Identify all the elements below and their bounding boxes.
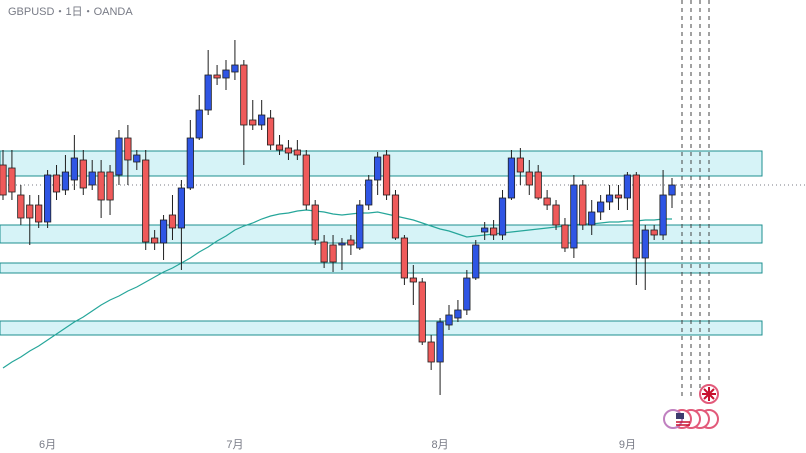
candles xyxy=(0,40,676,395)
candle-body xyxy=(204,74,212,111)
candle-body xyxy=(650,229,658,236)
candle-body xyxy=(213,74,221,79)
candle-body xyxy=(0,164,7,196)
moving-average xyxy=(2,209,672,369)
candle-body xyxy=(195,109,203,139)
candle-body xyxy=(463,277,471,311)
candle-body xyxy=(231,64,239,73)
candle-body xyxy=(552,204,560,226)
candle-body xyxy=(222,69,230,79)
candle-body xyxy=(115,137,123,176)
candle-body xyxy=(26,204,34,219)
candle-body xyxy=(302,154,310,206)
candle-body xyxy=(579,184,587,226)
candle-body xyxy=(436,321,444,363)
x-tick-label: 7月 xyxy=(226,439,243,451)
candle-body xyxy=(409,277,417,283)
candle-body xyxy=(320,241,328,263)
candle-body xyxy=(391,194,400,239)
candle-body xyxy=(632,174,640,259)
candle-body xyxy=(249,119,257,126)
candle-body xyxy=(44,174,52,223)
candle-body xyxy=(284,147,293,154)
candle-body xyxy=(347,239,355,246)
candle-body xyxy=(445,314,453,326)
candle-body xyxy=(614,194,623,199)
candle-body xyxy=(365,179,373,206)
candle-body xyxy=(97,171,105,201)
candle-body xyxy=(481,227,489,233)
candle-body xyxy=(472,244,480,279)
price-zone xyxy=(0,262,763,274)
candle-body xyxy=(8,167,16,193)
candle-body xyxy=(668,184,676,196)
candle-body xyxy=(293,149,301,156)
candle-body xyxy=(338,242,346,246)
candle-body xyxy=(88,171,96,186)
candle-body xyxy=(240,64,248,126)
candle-body xyxy=(17,194,25,219)
candle-body xyxy=(498,197,507,236)
candle-body xyxy=(543,197,551,206)
candle-body xyxy=(374,156,382,181)
candle-body xyxy=(79,159,87,189)
candle-body xyxy=(159,219,168,244)
candle-body xyxy=(507,157,516,199)
candle-body xyxy=(275,144,284,151)
candle-body xyxy=(605,194,614,203)
flag-us-canton xyxy=(676,413,684,419)
candle-body xyxy=(516,157,524,173)
chart-title: GBPUSD・1日・OANDA xyxy=(8,6,133,18)
candle-body xyxy=(168,214,177,229)
flag-us-stripes xyxy=(676,421,690,426)
price-zone xyxy=(0,320,763,336)
candle-body xyxy=(106,171,114,201)
candle-body xyxy=(534,171,542,199)
candle-body xyxy=(329,244,337,263)
candle-body xyxy=(356,204,364,249)
candle-body xyxy=(489,227,498,236)
candle-body xyxy=(133,154,141,163)
candle-body xyxy=(52,174,61,193)
candle-body xyxy=(151,237,159,244)
x-tick-label: 6月 xyxy=(39,439,56,451)
flag-uk-cross xyxy=(702,387,716,401)
candle-body xyxy=(258,114,266,126)
candle-body xyxy=(641,229,649,259)
candle-body xyxy=(454,309,462,319)
candle-body xyxy=(35,204,43,223)
candle-body xyxy=(570,184,578,249)
candle-body xyxy=(597,201,605,213)
candle-body xyxy=(400,237,409,279)
x-tick-label: 8月 xyxy=(432,439,449,451)
candle-body xyxy=(418,281,426,343)
candle-body xyxy=(427,341,435,363)
candle-body xyxy=(142,159,150,243)
ma-line xyxy=(2,209,672,369)
candle-body xyxy=(177,187,185,229)
candle-body xyxy=(623,174,632,199)
candle-body xyxy=(561,224,569,249)
candle-body xyxy=(659,194,667,236)
candle-body xyxy=(70,157,78,181)
candle-body xyxy=(186,137,194,189)
candle-body xyxy=(266,117,275,146)
candle-body xyxy=(311,204,319,241)
candle-body xyxy=(525,171,533,186)
candle-body xyxy=(61,171,70,191)
x-tick-label: 9月 xyxy=(619,439,636,451)
candle-body xyxy=(588,211,596,226)
candle-body xyxy=(124,137,132,161)
event-markers xyxy=(663,0,719,429)
candle-body xyxy=(382,154,391,196)
